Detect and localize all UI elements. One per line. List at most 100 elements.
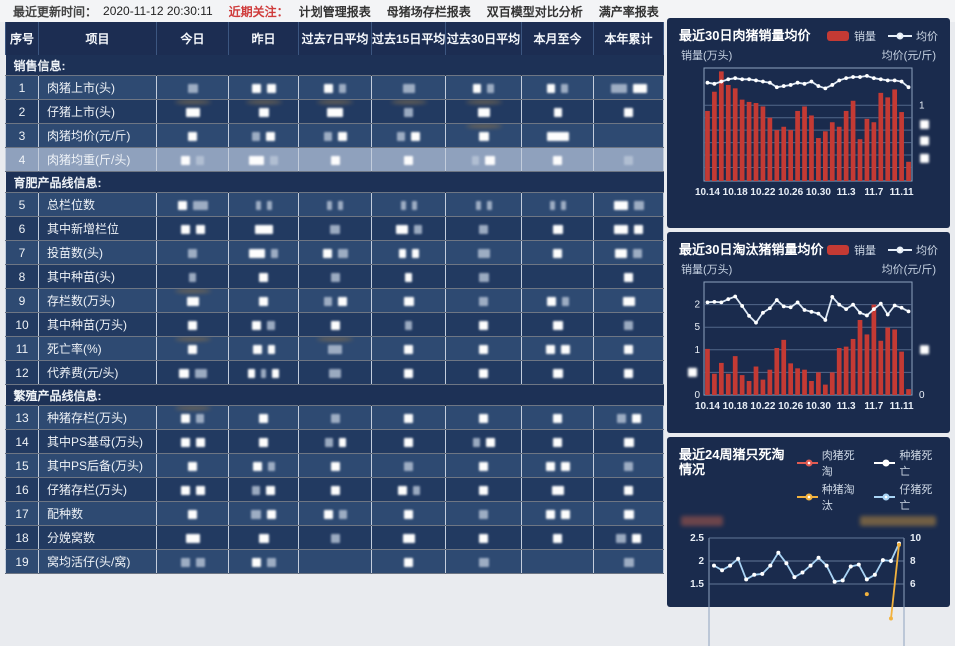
report-link-4[interactable]: 满产率报表 [598, 4, 659, 19]
svg-text:6: 6 [910, 579, 916, 590]
row-number: 13 [5, 405, 39, 430]
table-row-1[interactable]: 1 肉猪上市(头) [5, 75, 664, 100]
table-row-10[interactable]: 10 其中种苗(万头) [5, 312, 664, 337]
redacted-value-cell [445, 264, 522, 289]
legend-item-仔猪死亡[interactable]: 仔猪死亡 [874, 481, 938, 513]
row-number: 3 [5, 123, 39, 148]
redacted-value-cell [228, 429, 299, 454]
redacted-value-cell [156, 477, 229, 502]
redacted-value-cell [521, 360, 594, 385]
redacted-value-cell [371, 123, 446, 148]
table-row-2[interactable]: 2 仔猪上市(头) [5, 99, 664, 124]
redacted-value-cell [156, 501, 229, 526]
redacted-value-cell [445, 453, 522, 478]
legend-marker [874, 459, 896, 467]
svg-text:11.7: 11.7 [864, 401, 883, 412]
redacted-value-cell [371, 240, 446, 265]
table-row-9[interactable]: 9 存栏数(万头) [5, 288, 664, 313]
report-link-3[interactable]: 双百模型对比分析 [486, 4, 583, 19]
table-row-11[interactable]: 11 死亡率(%) [5, 336, 664, 361]
redacted-value-cell [298, 99, 372, 124]
redacted-value-cell [445, 525, 522, 550]
redacted-value-cell [445, 192, 522, 217]
legend-item-均价[interactable]: 均价 [888, 28, 938, 44]
redacted-value-cell [371, 312, 446, 337]
svg-text:10: 10 [910, 533, 922, 544]
table-row-15[interactable]: 15 其中PS后备(万头) [5, 453, 664, 478]
redacted-value-cell [371, 501, 446, 526]
redacted-value-cell [593, 360, 664, 385]
col-header-3: 今日 [156, 22, 229, 55]
redacted-value-cell [228, 192, 299, 217]
redacted-value-cell [371, 99, 446, 124]
redacted-value-cell [371, 429, 446, 454]
redacted-value-cell [371, 525, 446, 550]
redacted-value-cell [593, 216, 664, 241]
table-row-3[interactable]: 3 肉猪均价(元/斤) [5, 123, 664, 148]
redacted-value-cell [371, 453, 446, 478]
redacted-value-cell [521, 549, 594, 574]
legend-item-均价[interactable]: 均价 [888, 242, 938, 258]
legend-marker [888, 246, 912, 254]
redacted-value-cell [593, 429, 664, 454]
chart-header: 最近30日肉猪销量均价 销量 均价 [679, 28, 938, 44]
redacted-value-cell [521, 147, 594, 172]
svg-text:8: 8 [910, 556, 916, 567]
redacted-value-cell [228, 147, 299, 172]
redacted-value-cell [298, 192, 372, 217]
report-table-wrap: 序号 项目 今日 昨日 过去7日平均 过去15日平均 过去30日平均 本月至今 本年累计 销售信息… [5, 22, 664, 574]
table-row-6[interactable]: 6 其中新增栏位 [5, 216, 664, 241]
legend-label: 仔猪死亡 [899, 484, 933, 512]
redacted-value-cell [298, 501, 372, 526]
redacted-value-cell [298, 312, 372, 337]
redacted-value-cell [156, 288, 229, 313]
table-row-13[interactable]: 13 种猪存栏(万头) [5, 405, 664, 430]
chart-title: 最近24周猪只死淘情况 [679, 447, 785, 477]
table-row-17[interactable]: 17 配种数 [5, 501, 664, 526]
redacted-value-cell [298, 453, 372, 478]
col-header-5: 过去7日平均 [298, 22, 372, 55]
legend-item-销量[interactable]: 销量 [826, 28, 876, 44]
legend-item-销量[interactable]: 销量 [826, 242, 876, 258]
legend-marker [874, 493, 896, 501]
table-row-7[interactable]: 7 投苗数(头) [5, 240, 664, 265]
redacted-value-cell [593, 453, 664, 478]
redacted-value-cell [521, 453, 594, 478]
svg-text:10.22: 10.22 [750, 187, 775, 198]
legend-label: 种猪淘汰 [821, 484, 855, 512]
redacted-value-cell [156, 360, 229, 385]
redacted-value-cell [298, 477, 372, 502]
legend-item-种猪死亡[interactable]: 种猪死亡 [874, 447, 938, 479]
table-row-19[interactable]: 19 窝均活仔(头/窝) [5, 549, 664, 574]
redacted-value-cell [228, 405, 299, 430]
legend-item-肉猪死淘[interactable]: 肉猪死淘 [796, 447, 861, 479]
legend-label: 种猪死亡 [899, 450, 933, 478]
table-row-4[interactable]: 4 肉猪均重(斤/头) [5, 147, 664, 172]
redacted-value-cell [156, 216, 229, 241]
svg-text:11.3: 11.3 [837, 187, 856, 198]
y-axis-label-right: 均价(元/斤) [881, 50, 936, 62]
update-time-label: 最近更新时间： [13, 4, 98, 19]
redacted-value-cell [228, 336, 299, 361]
table-row-12[interactable]: 12 代养费(元/头) [5, 360, 664, 385]
row-label: 其中PS后备(万头) [38, 453, 157, 478]
redacted-value-cell [593, 405, 664, 430]
svg-text:1.5: 1.5 [690, 579, 704, 590]
table-row-5[interactable]: 5 总栏位数 [5, 192, 664, 217]
table-row-18[interactable]: 18 分娩窝数 [5, 525, 664, 550]
table-row-14[interactable]: 14 其中PS基母(万头) [5, 429, 664, 454]
redacted-value-cell [521, 75, 594, 100]
row-label: 肉猪均价(元/斤) [38, 123, 157, 148]
redacted-value-cell [593, 123, 664, 148]
redacted-value-cell [156, 429, 229, 454]
row-number: 15 [5, 453, 39, 478]
report-link-2[interactable]: 母猪场存栏报表 [386, 4, 471, 19]
redacted-value-cell [156, 123, 229, 148]
legend-item-种猪淘汰[interactable]: 种猪淘汰 [796, 481, 861, 513]
report-link-1[interactable]: 计划管理报表 [298, 4, 371, 19]
table-row-16[interactable]: 16 仔猪存栏(万头) [5, 477, 664, 502]
table-row-8[interactable]: 8 其中种苗(头) [5, 264, 664, 289]
redacted-value-cell [156, 525, 229, 550]
redacted-value-cell [298, 147, 372, 172]
redacted-value-cell [228, 501, 299, 526]
